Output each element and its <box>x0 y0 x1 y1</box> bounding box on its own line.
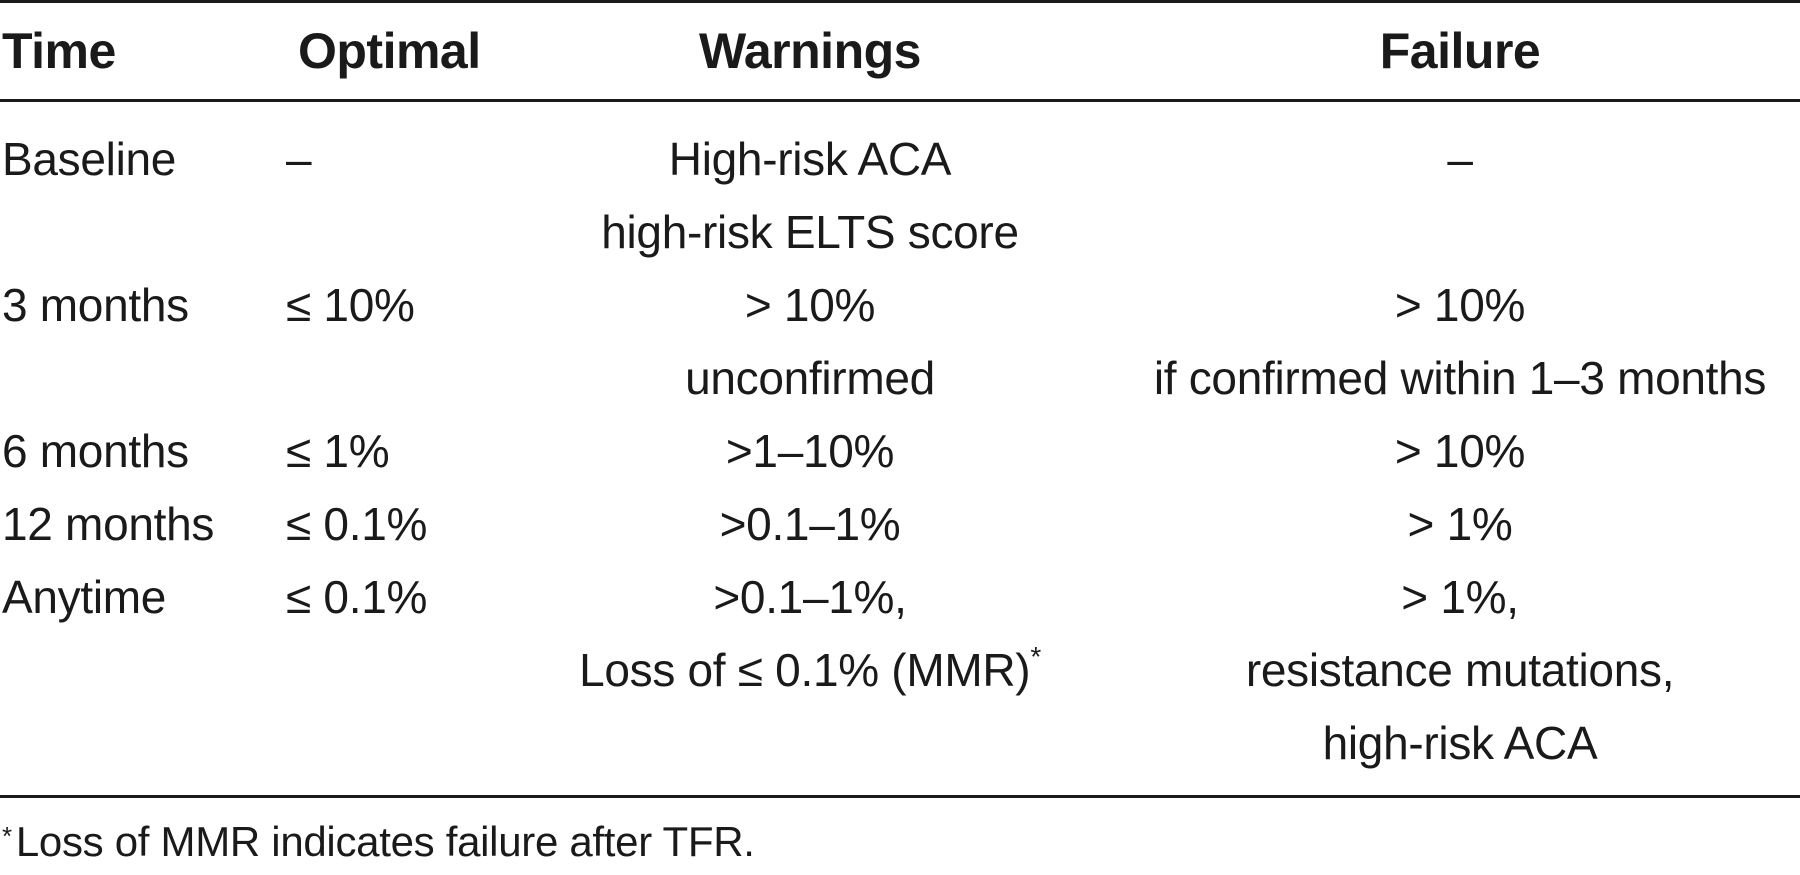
table-row: 6 months ≤ 1% >1–10% > 10% <box>0 415 1800 488</box>
time-cell: Baseline <box>2 133 177 185</box>
warnings-cell: High-risk ACA high-risk ELTS score <box>500 102 1120 269</box>
failure-line: > 1% <box>1407 498 1513 550</box>
warnings-cell: >1–10% <box>500 415 1120 488</box>
header-time: Time <box>2 23 116 79</box>
optimal-cell: ≤ 1% <box>286 425 390 477</box>
failure-cell: > 10% if confirmed within 1–3 months <box>1120 269 1800 415</box>
optimal-cell: – <box>286 133 312 185</box>
table-row: Baseline – High-risk ACA high-risk ELTS … <box>0 102 1800 269</box>
table-row: 12 months ≤ 0.1% >0.1–1% > 1% <box>0 488 1800 561</box>
header-row: Time Optimal Warnings Failure <box>0 0 1800 102</box>
failure-line: – <box>1447 133 1473 185</box>
warnings-line: High-risk ACA <box>668 133 952 185</box>
failure-line: resistance mutations, <box>1245 644 1675 696</box>
header-optimal: Optimal <box>298 23 481 79</box>
failure-line: > 1%, <box>1401 571 1519 623</box>
optimal-cell: ≤ 0.1% <box>286 571 428 623</box>
failure-line: if confirmed within 1–3 months <box>1153 352 1767 404</box>
time-cell: Anytime <box>2 571 167 623</box>
warnings-line-with-footnote: Loss of ≤ 0.1% (MMR)* <box>500 634 1120 707</box>
failure-line: > 10% <box>1394 425 1526 477</box>
optimal-cell: ≤ 10% <box>286 279 415 331</box>
warnings-line: unconfirmed <box>685 352 935 404</box>
warnings-line: high-risk ELTS score <box>601 206 1019 258</box>
warnings-cell: >0.1–1% <box>500 488 1120 561</box>
failure-cell: > 1% <box>1120 488 1800 561</box>
time-cell: 12 months <box>2 498 215 550</box>
time-cell: 3 months <box>2 279 189 331</box>
optimal-cell: ≤ 0.1% <box>286 498 428 550</box>
failure-cell: – <box>1120 102 1800 269</box>
warnings-line: > 10% <box>744 279 876 331</box>
warnings-line: >0.1–1%, <box>713 571 907 623</box>
header-warnings: Warnings <box>699 23 921 79</box>
warnings-cell: >0.1–1%, Loss of ≤ 0.1% (MMR)* <box>500 561 1120 780</box>
footnote-mark: * <box>2 821 12 851</box>
header-failure: Failure <box>1379 23 1541 79</box>
warnings-line: >1–10% <box>725 425 895 477</box>
table-row: Anytime ≤ 0.1% >0.1–1%, Loss of ≤ 0.1% (… <box>0 561 1800 780</box>
warnings-line-text: Loss of ≤ 0.1% (MMR) <box>579 644 1031 696</box>
failure-line: > 10% <box>1394 279 1526 331</box>
response-milestones-table: Time Optimal Warnings Failure Baseline –… <box>0 0 1800 780</box>
failure-cell: > 10% <box>1120 415 1800 488</box>
table-footnote: *Loss of MMR indicates failure after TFR… <box>2 812 755 872</box>
top-rule <box>0 0 1800 3</box>
failure-cell: > 1%, resistance mutations, high-risk AC… <box>1120 561 1800 780</box>
failure-line: high-risk ACA <box>1322 717 1598 769</box>
time-cell: 6 months <box>2 425 189 477</box>
footnote-text: Loss of MMR indicates failure after TFR. <box>15 818 755 865</box>
header-rule <box>0 99 1800 102</box>
warnings-line: >0.1–1% <box>719 498 901 550</box>
footnote-marker: * <box>1030 640 1041 672</box>
warnings-cell: > 10% unconfirmed <box>500 269 1120 415</box>
bottom-rule <box>0 795 1800 798</box>
table-row: 3 months ≤ 10% > 10% unconfirmed > 10% i… <box>0 269 1800 415</box>
